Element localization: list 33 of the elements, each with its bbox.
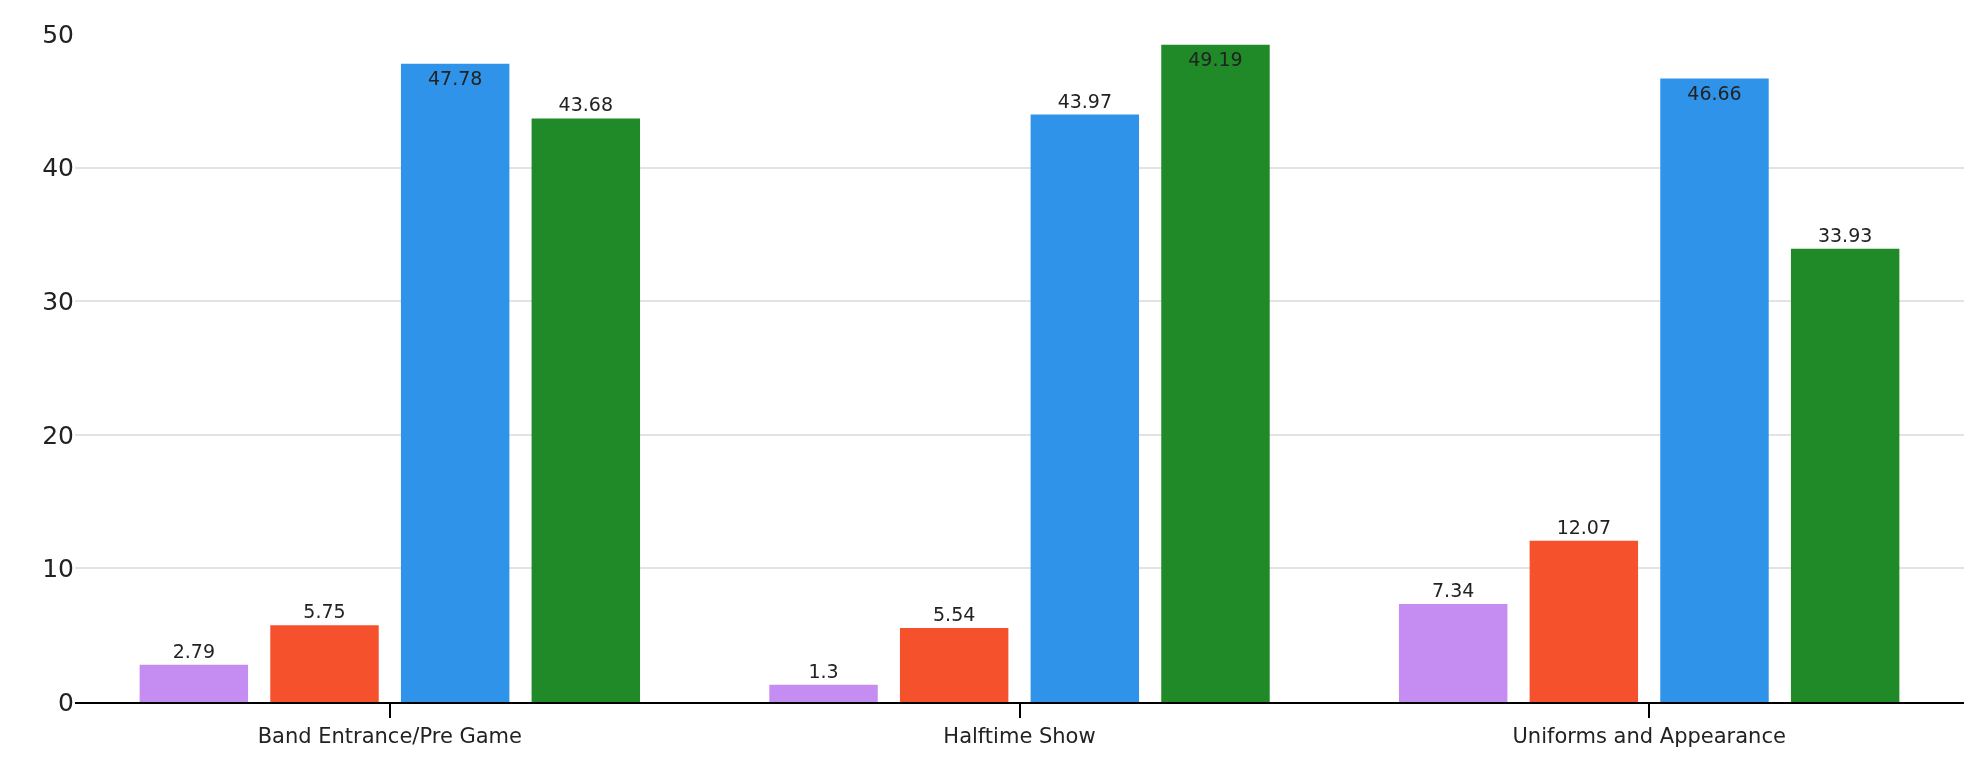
- y-tick-label: 30: [42, 286, 74, 316]
- bar: [400, 63, 510, 702]
- data-label: 5.75: [303, 600, 346, 623]
- bar: [1398, 603, 1508, 702]
- data-label: 43.68: [558, 93, 614, 116]
- data-label: 7.34: [1432, 578, 1475, 601]
- bar: [1790, 248, 1900, 702]
- bar: [899, 627, 1009, 702]
- y-tick-label: 40: [42, 153, 74, 183]
- bar: [769, 684, 878, 702]
- y-tick-label: 10: [42, 554, 74, 584]
- bar: [270, 625, 379, 702]
- data-label: 1.3: [808, 659, 839, 682]
- y-tick-label: 0: [58, 687, 74, 717]
- bar: [531, 118, 641, 702]
- data-label: 47.78: [427, 66, 483, 89]
- bar: [1660, 78, 1769, 702]
- x-tick-label: Band Entrance/Pre Game: [257, 724, 522, 749]
- data-label: 46.66: [1687, 81, 1742, 104]
- y-tick-label: 20: [42, 420, 74, 450]
- data-label: 12.07: [1556, 515, 1612, 538]
- data-label: 2.79: [172, 639, 216, 662]
- data-label: 49.19: [1188, 47, 1243, 70]
- data-label: 43.97: [1057, 89, 1113, 112]
- bar: [1030, 114, 1140, 702]
- x-tick-label: Uniforms and Appearance: [1512, 724, 1786, 749]
- data-label: 33.93: [1817, 223, 1873, 246]
- x-tick-label: Halftime Show: [943, 724, 1096, 749]
- bar: [1161, 44, 1270, 702]
- data-label: 5.54: [933, 602, 976, 625]
- y-tick-label: 50: [42, 19, 74, 49]
- bar: [1529, 540, 1639, 702]
- bar: [139, 664, 249, 702]
